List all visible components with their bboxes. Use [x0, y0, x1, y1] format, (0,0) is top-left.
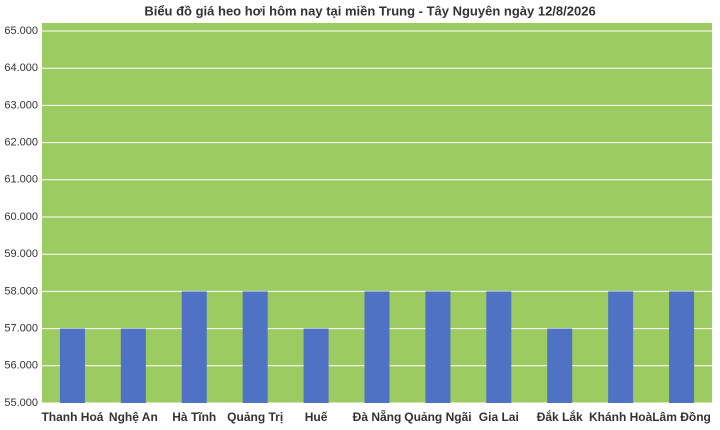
bar: [120, 328, 146, 403]
bar: [364, 291, 390, 403]
x-tick-label: Nghệ An: [109, 410, 158, 424]
x-tick-label: Khánh Hoà: [589, 410, 653, 424]
y-tick-label: 61.000: [4, 174, 38, 186]
x-tick-label: Hà Tĩnh: [172, 410, 216, 424]
bar: [669, 291, 695, 403]
y-tick-label: 62.000: [4, 137, 38, 149]
bar: [303, 328, 329, 403]
y-tick-label: 64.000: [4, 62, 38, 74]
y-tick-label: 59.000: [4, 248, 38, 260]
y-tick-label: 63.000: [4, 99, 38, 111]
y-tick-label: 65.000: [4, 25, 38, 37]
bar: [608, 291, 634, 403]
x-tick-label: Quảng Ngãi: [404, 410, 471, 424]
x-tick-label: Thanh Hoá: [41, 410, 103, 424]
y-tick-label: 55.000: [4, 397, 38, 409]
bar: [425, 291, 451, 403]
y-tick-label: 58.000: [4, 285, 38, 297]
bar: [59, 328, 85, 403]
bar: [181, 291, 207, 403]
x-tick-label: Quảng Trị: [227, 410, 283, 424]
x-tick-label: Gia Lai: [479, 410, 519, 424]
y-tick-label: 56.000: [4, 360, 38, 372]
chart-title: Biểu đồ giá heo hơi hôm nay tại miền Tru…: [144, 3, 595, 18]
bar: [242, 291, 268, 403]
y-tick-label: 60.000: [4, 211, 38, 223]
x-tick-label: Huế: [305, 410, 328, 424]
bar: [486, 291, 512, 403]
bar: [547, 328, 573, 403]
y-tick-label: 57.000: [4, 323, 38, 335]
x-tick-label: Đắk Lắk: [537, 409, 583, 424]
x-tick-label: Đà Nẵng: [353, 409, 402, 424]
x-tick-label: Lâm Đồng: [652, 410, 711, 424]
